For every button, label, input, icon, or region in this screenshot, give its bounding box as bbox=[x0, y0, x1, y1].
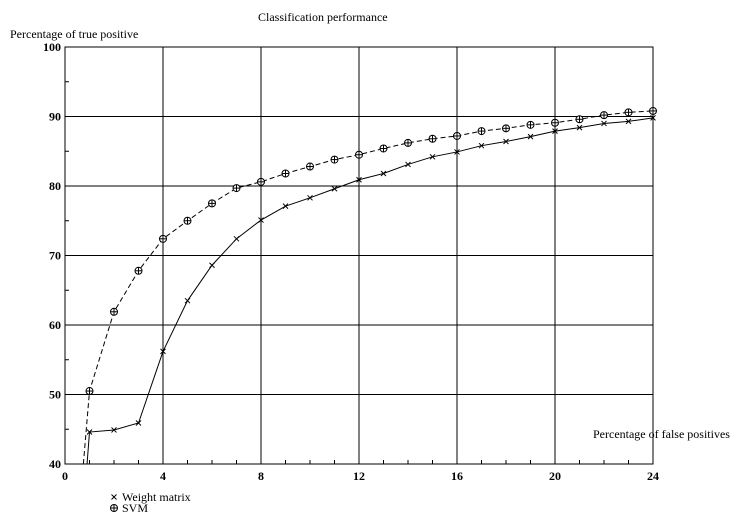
series-weight-matrix bbox=[86, 115, 656, 465]
data-point bbox=[111, 427, 117, 433]
data-point bbox=[478, 142, 485, 149]
x-tick-label: 16 bbox=[451, 469, 463, 483]
data-point bbox=[159, 234, 167, 243]
data-point bbox=[649, 106, 657, 115]
data-point bbox=[576, 124, 583, 131]
y-tick-label: 80 bbox=[49, 179, 61, 193]
x-tick-label: 12 bbox=[353, 469, 365, 483]
data-point bbox=[183, 216, 192, 225]
data-point bbox=[184, 297, 191, 304]
x-tick-label: 0 bbox=[62, 469, 68, 483]
data-point bbox=[209, 262, 215, 269]
data-point bbox=[355, 150, 363, 159]
data-point bbox=[110, 307, 118, 316]
data-point bbox=[208, 199, 216, 208]
data-point bbox=[134, 266, 143, 275]
data-point bbox=[135, 420, 142, 426]
data-point bbox=[282, 203, 289, 210]
series-line bbox=[86, 117, 654, 465]
series-svm bbox=[82, 106, 657, 465]
data-point bbox=[356, 176, 362, 183]
data-point bbox=[85, 387, 94, 396]
data-point bbox=[625, 118, 632, 125]
legend-label: SVM bbox=[122, 501, 148, 515]
grid bbox=[65, 47, 653, 464]
data-point bbox=[258, 217, 264, 223]
data-point bbox=[110, 504, 118, 512]
data-point bbox=[477, 127, 486, 136]
x-tick-label: 8 bbox=[258, 469, 264, 483]
data-point bbox=[650, 115, 656, 121]
axes: 40 50 60 70 80 90 100 0 4 8 12 16 20 24 bbox=[43, 40, 659, 483]
series-line bbox=[82, 110, 654, 465]
data-point bbox=[160, 348, 166, 355]
data-point bbox=[429, 153, 436, 160]
data-point bbox=[330, 155, 339, 164]
x-tick-label: 20 bbox=[549, 469, 561, 483]
data-point bbox=[428, 134, 437, 143]
data-point bbox=[600, 111, 608, 120]
data-point bbox=[526, 120, 535, 129]
data-point bbox=[379, 144, 388, 153]
y-tick-label: 50 bbox=[49, 388, 61, 402]
data-point bbox=[527, 133, 534, 140]
legend-label: Weight matrix bbox=[122, 490, 191, 504]
y-axis-label: Percentage of true positive bbox=[10, 27, 139, 41]
data-point bbox=[453, 131, 461, 140]
data-point bbox=[233, 235, 240, 242]
data-point bbox=[306, 162, 314, 171]
data-point bbox=[503, 138, 509, 145]
y-tick-label: 100 bbox=[43, 40, 61, 54]
y-tick-label: 90 bbox=[49, 110, 61, 124]
data-point bbox=[454, 149, 460, 155]
data-point bbox=[575, 115, 584, 124]
x-tick-label: 4 bbox=[160, 469, 166, 483]
data-point bbox=[552, 128, 558, 134]
data-point bbox=[257, 177, 265, 186]
y-tick-label: 70 bbox=[49, 249, 61, 263]
legend-item: Weight matrix bbox=[111, 490, 191, 504]
series-group bbox=[82, 106, 657, 465]
data-point bbox=[331, 185, 338, 192]
data-point bbox=[380, 170, 387, 177]
data-point bbox=[86, 429, 93, 435]
data-point bbox=[624, 108, 633, 117]
data-point bbox=[111, 494, 117, 500]
y-tick-label: 40 bbox=[49, 457, 61, 471]
data-point bbox=[601, 120, 607, 127]
x-axis-label: Percentage of false positives bbox=[593, 427, 730, 441]
data-point bbox=[551, 118, 559, 127]
data-point bbox=[502, 124, 510, 133]
data-point bbox=[281, 169, 290, 178]
legend-item: SVM bbox=[110, 501, 148, 515]
data-point bbox=[404, 138, 412, 147]
data-point bbox=[307, 194, 313, 201]
x-tick-label: 24 bbox=[647, 469, 659, 483]
chart-title: Classification performance bbox=[258, 10, 388, 24]
y-tick-label: 60 bbox=[49, 318, 61, 332]
data-point bbox=[405, 161, 411, 168]
data-point bbox=[232, 184, 241, 193]
